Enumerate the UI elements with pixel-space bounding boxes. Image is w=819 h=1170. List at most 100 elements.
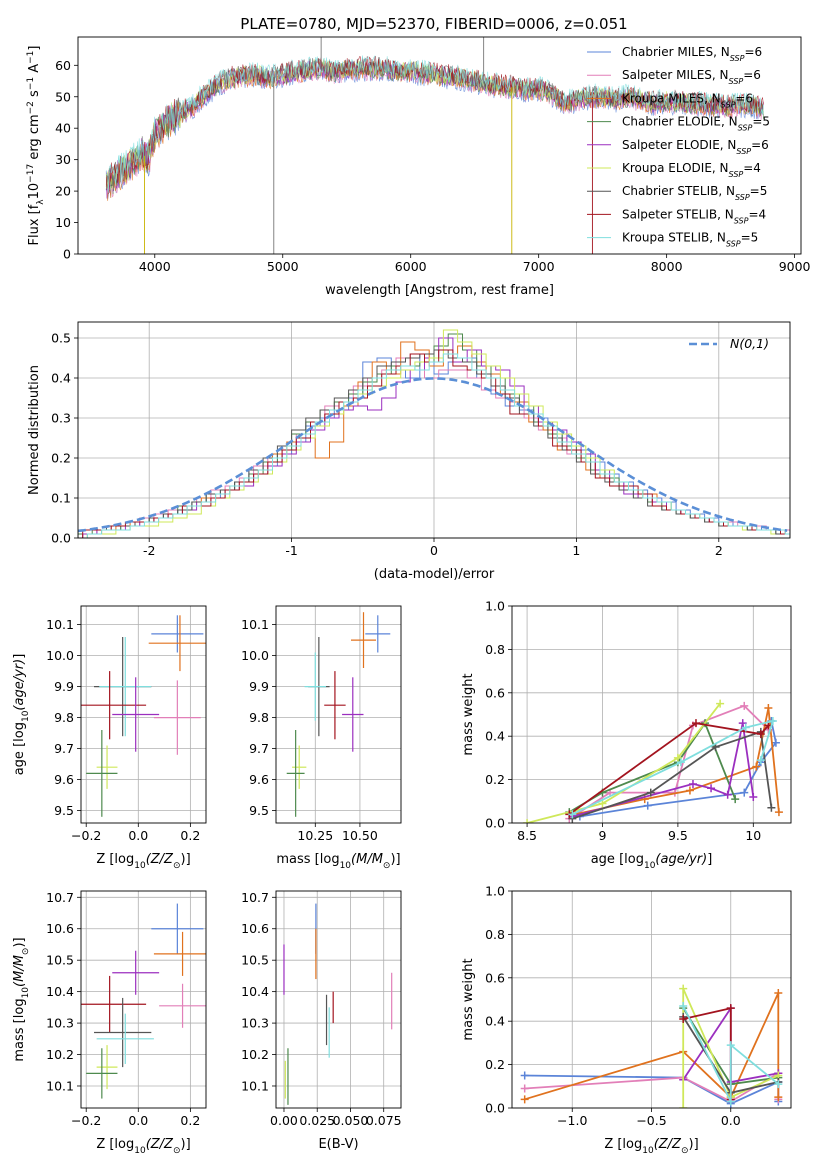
axes-frame [77, 321, 791, 539]
text-segment: Flux [f [27, 204, 42, 245]
legend-text: Chabrier MILES, N [622, 45, 730, 59]
z-mass-panel: −0.2 0.0 0.2 10.1 10.2 10.3 10.4 10.5 10.6 10.7 Z … [12, 890, 207, 1156]
y-tick-label: 9.5 [54, 803, 74, 818]
mass-age-panel: 10.25 10.50 9.5 9.6 9.7 9.8 9.9 10.0 10.1 mass [l… [241, 605, 402, 871]
text-segment: ] [27, 46, 42, 51]
weight-point-marker [723, 790, 732, 799]
x-tick-label: −0.2 [71, 828, 101, 843]
x-axis-label: wavelength [Angstrom, rest frame] [325, 283, 554, 298]
y-tick-label: 10.1 [46, 617, 74, 632]
weight-series-line [682, 988, 779, 1108]
weight-point-marker [568, 810, 577, 819]
histogram-series [82, 337, 790, 538]
legend-text: Kroupa ELODIE, N [622, 161, 729, 175]
y-tick-label: 10.4 [46, 984, 74, 999]
legend-text: Chabrier STELIB, N [622, 184, 735, 198]
legend-value: =6 [744, 45, 762, 59]
y-axis-label: mass weight [461, 958, 476, 1040]
y-tick-label: 9.9 [54, 679, 74, 694]
y-tick-label: 10.2 [46, 1047, 74, 1062]
axes-frame [275, 890, 402, 1109]
x-tick-label: 0.0 [128, 828, 148, 843]
weight-point-marker [685, 786, 694, 795]
legend-subscript: SSP [730, 54, 745, 63]
error-bars [286, 612, 391, 817]
y-tick-label: 0.6 [485, 970, 505, 985]
x-tick-label: 6000 [395, 259, 427, 274]
weight-point-marker [673, 753, 682, 762]
weight-point-marker [740, 788, 749, 797]
text-segment: )] [181, 852, 191, 867]
text-segment: ⊙ [173, 1146, 181, 1156]
legend-text: Kroupa MILES, N [622, 91, 721, 105]
text-segment: (age/yr) [655, 852, 707, 867]
text-segment: ] [707, 852, 712, 867]
text-segment: )] [181, 1137, 191, 1152]
weight-point-marker [716, 699, 725, 708]
weight-point-marker [520, 1071, 529, 1080]
y-tick-label: 10.7 [241, 890, 269, 905]
y-tick-label: 0.0 [51, 531, 71, 546]
text-segment: 10 [642, 1146, 654, 1156]
y-tick-label: 10.1 [241, 1078, 269, 1093]
text-segment: )] [12, 937, 27, 947]
x-tick-label: 0.025 [299, 1113, 335, 1128]
legend-value: =6 [743, 68, 761, 82]
error-bars [81, 903, 206, 1099]
text-segment: 10 [21, 987, 31, 999]
weight-point-marker [768, 717, 777, 726]
x-tick-label: 0.0 [721, 1113, 741, 1128]
y-tick-label: 10.3 [241, 1016, 269, 1031]
x-tick-label: -1 [285, 543, 297, 558]
x-tick-label: −0.5 [636, 1113, 666, 1128]
text-segment: age [log [591, 852, 644, 867]
y-tick-label: 0.4 [51, 371, 71, 386]
text-segment: (Z/Z [654, 1137, 682, 1152]
y-tick-label: 0.4 [485, 729, 505, 744]
weight-point-marker [679, 1104, 688, 1108]
x-tick-label: 10 [745, 828, 761, 843]
y-tick-label: 10.6 [241, 921, 269, 936]
y-tick-label: 0.8 [485, 642, 505, 657]
text-segment: −1 [26, 51, 36, 64]
x-tick-label: -2 [143, 543, 155, 558]
text-segment: (Z/Z [146, 1137, 174, 1152]
spectrum-lines [105, 37, 764, 254]
y-tick-label: 10.0 [46, 648, 74, 663]
y-tick-label: 1.0 [485, 884, 505, 899]
weight-point-marker [738, 719, 747, 728]
y-tick-label: 10.4 [241, 984, 269, 999]
x-tick-label: 4000 [139, 259, 171, 274]
legend-label: Kroupa ELODIE, NSSP=4 [622, 161, 761, 179]
x-tick-label: 0.00 [270, 1113, 298, 1128]
weight-point-marker [643, 801, 652, 810]
weight-point-marker [688, 779, 697, 788]
spectrum-line [105, 62, 764, 198]
legend-text: Salpeter STELIB, N [622, 207, 734, 221]
text-segment: )] [689, 1137, 699, 1152]
text-segment: 10 [134, 1146, 146, 1156]
legend-subscript: SSP [734, 216, 749, 225]
y-tick-label: 10.5 [46, 953, 74, 968]
y-tick-label: 9.8 [249, 710, 269, 725]
y-tick-label: 0.1 [51, 491, 71, 506]
legend-label: Chabrier MILES, NSSP=6 [622, 45, 762, 63]
legend-text: Salpeter ELODIE, N [622, 138, 736, 152]
legend-label: N(0,1) [730, 336, 769, 351]
legend-value: =5 [752, 115, 770, 129]
y-tick-label: 10.1 [46, 1078, 74, 1093]
text-segment: −1 [26, 77, 36, 90]
x-axis-label: Z [log10(Z/Z⊙)] [96, 1137, 190, 1156]
legend-value: =5 [741, 231, 759, 245]
y-axis-label: mass weight [461, 673, 476, 755]
y-tick-label: 1.0 [485, 599, 505, 614]
x-tick-label: 7000 [523, 259, 555, 274]
x-tick-label: 10.50 [342, 828, 378, 843]
x-axis-label: mass [log10(M/M⊙)] [276, 852, 400, 871]
legend-label: Chabrier STELIB, NSSP=5 [622, 184, 767, 202]
y-tick-label: 0.2 [485, 772, 505, 787]
legend-subscript: SSP [735, 193, 750, 202]
weight-point-marker [756, 730, 765, 739]
